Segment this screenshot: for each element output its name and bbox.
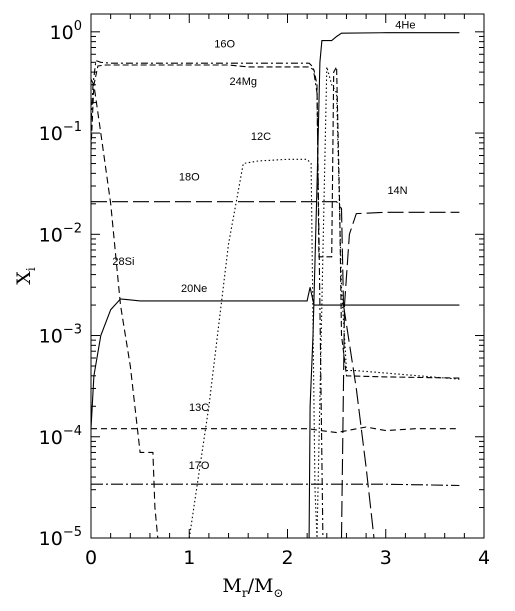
- y-tick-label-exponent: −1: [63, 120, 82, 135]
- y-axis-title-main: X: [13, 271, 35, 285]
- y-tick-label: 10−1: [39, 120, 82, 145]
- series-line-18o: [91, 201, 345, 306]
- x-axis-title-sep: /M: [248, 575, 274, 597]
- x-axis-title-main: M: [222, 575, 241, 597]
- series-label-12c: 12C: [251, 131, 271, 143]
- series-line-12c: [188, 66, 460, 538]
- plot-frame: [90, 13, 485, 539]
- y-tick-label-base: 10: [39, 528, 63, 550]
- y-tick-label: 10−5: [39, 525, 82, 550]
- y-tick-label-exponent: −5: [63, 525, 82, 540]
- series-line-17o: [91, 483, 460, 487]
- y-axis-title: Xi: [13, 267, 38, 285]
- x-tick-label: 2: [281, 547, 293, 569]
- series-line-4he: [308, 32, 460, 538]
- series-line-20ne: [91, 287, 460, 429]
- series-labels: 4He 16O 24Mg 12C 18O 14N 28Si 20Ne 13C 17O: [112, 19, 415, 472]
- y-tick-label-exponent: −3: [63, 323, 82, 338]
- axis-ticks: [90, 14, 485, 539]
- series-label-28si: 28Si: [112, 256, 134, 268]
- x-axis-title: Mr/M⊙: [222, 575, 283, 600]
- x-tick-label: 4: [478, 547, 490, 569]
- x-tick-label: 1: [183, 547, 195, 569]
- y-tick-label-exponent: −4: [63, 424, 82, 439]
- x-tick-label: 0: [85, 547, 97, 569]
- series-label-13c: 13C: [189, 402, 209, 414]
- x-axis-title-sub: r: [242, 586, 248, 600]
- series-line-13c: [91, 426, 460, 434]
- y-axis-title-sub: i: [24, 267, 38, 271]
- series-line-14n: [340, 211, 460, 538]
- y-tick-label-base: 10: [50, 22, 74, 44]
- y-tick-label-exponent: −2: [63, 221, 82, 236]
- x-tick-labels: 0 1 2 3 4: [85, 547, 490, 569]
- series-label-14n: 14N: [387, 185, 407, 197]
- series-line-28si: [91, 79, 159, 538]
- y-tick-label-exponent: 0: [74, 19, 82, 34]
- x-tick-label: 3: [380, 547, 392, 569]
- series-label-17o: 17O: [189, 460, 210, 472]
- y-tick-label: 10−4: [39, 424, 82, 449]
- series-line-3.0-drop: [342, 305, 375, 538]
- y-tick-label: 100: [50, 19, 82, 44]
- series-label-20ne: 20Ne: [181, 283, 207, 295]
- series-group: [91, 32, 460, 538]
- y-tick-label-base: 10: [39, 224, 63, 246]
- y-tick-label-base: 10: [39, 326, 63, 348]
- series-label-16o: 16O: [214, 39, 235, 51]
- y-tick-label-base: 10: [39, 427, 63, 449]
- y-tick-label: 10−2: [39, 221, 82, 246]
- y-tick-label: 10−3: [39, 323, 82, 348]
- series-label-24mg: 24Mg: [230, 76, 258, 88]
- x-axis-title-sun: ⊙: [274, 586, 284, 600]
- series-line-24mg: [91, 64, 460, 379]
- y-tick-label-base: 10: [39, 123, 63, 145]
- series-label-18o: 18O: [179, 171, 200, 183]
- series-line-16o: [91, 59, 324, 538]
- series-label-4he: 4He: [395, 19, 415, 31]
